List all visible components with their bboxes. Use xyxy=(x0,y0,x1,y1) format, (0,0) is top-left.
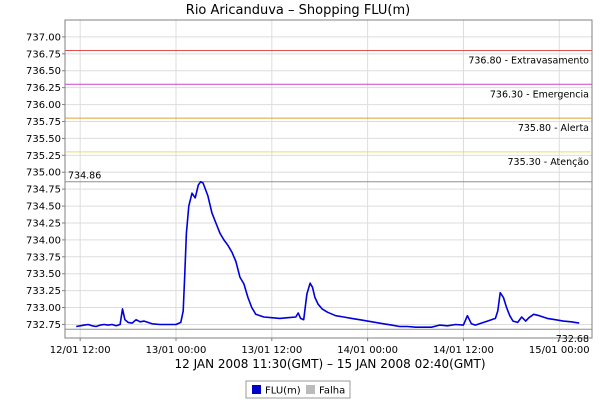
y-tick-label: 735.00 xyxy=(26,168,61,179)
y-tick-label: 736.00 xyxy=(26,100,61,111)
legend-box xyxy=(245,380,351,399)
y-tick-label: 733.50 xyxy=(26,269,61,280)
y-tick-label: 737.00 xyxy=(26,32,61,43)
y-axis: 732.75 733.00 733.25 733.50 733.75 734.00 734.… xyxy=(26,32,65,331)
x-axis: 12/01 12:00 13/01 00:00 13/01 12:00 14/01 0… xyxy=(50,338,590,356)
legend-swatch xyxy=(252,385,261,394)
legend-entry: Falha xyxy=(319,386,345,397)
series-line-flu xyxy=(76,180,580,329)
y-tick-label: 736.50 xyxy=(26,66,61,77)
grid xyxy=(65,20,592,338)
y-tick-label: 734.50 xyxy=(26,202,61,213)
series-layer xyxy=(76,180,580,329)
y-tick-label: 734.75 xyxy=(26,185,61,196)
y-tick-label: 736.25 xyxy=(26,83,61,94)
legend-swatch xyxy=(306,385,315,394)
threshold-label: 735.30 - Atenção xyxy=(508,157,590,168)
chart-title: Rio Aricanduva – Shopping FLU(m) xyxy=(186,3,410,18)
y-tick-label: 733.75 xyxy=(26,252,61,263)
x-tick-label: 13/01 00:00 xyxy=(146,345,207,356)
x-axis-label: 12 JAN 2008 11:30(GMT) – 15 JAN 2008 02:… xyxy=(174,357,485,371)
threshold-lines: 736.80 - Extravasamento 736.30 - Emergenc… xyxy=(65,49,592,345)
x-tick-label: 15/01 00:00 xyxy=(529,345,590,356)
y-tick-label: 736.75 xyxy=(26,49,61,60)
legend: FLU(m) Falha xyxy=(245,380,351,399)
y-tick-label: 734.25 xyxy=(26,218,61,229)
threshold-label: 736.30 - Emergencia xyxy=(490,89,589,100)
y-tick-label: 735.50 xyxy=(26,134,61,145)
x-tick-label: 12/01 12:00 xyxy=(50,345,111,356)
y-tick-label: 732.75 xyxy=(26,320,61,331)
threshold-label: 736.80 - Extravasamento xyxy=(468,55,589,66)
y-tick-label: 735.25 xyxy=(26,151,61,162)
y-tick-label: 735.75 xyxy=(26,117,61,128)
x-tick-label: 14/01 00:00 xyxy=(337,345,398,356)
threshold-label: 735.80 - Alerta xyxy=(518,123,589,134)
x-tick-label: 13/01 12:00 xyxy=(241,345,302,356)
max-line-label: 734.86 xyxy=(68,171,101,182)
legend-entry: FLU(m) xyxy=(265,386,301,397)
x-tick-label: 14/01 12:00 xyxy=(433,345,494,356)
min-line-label: 732.68 xyxy=(556,334,589,345)
y-tick-label: 733.25 xyxy=(26,286,61,297)
plot-area xyxy=(64,19,593,339)
y-tick-label: 734.00 xyxy=(26,235,61,246)
y-tick-label: 733.00 xyxy=(26,303,61,314)
